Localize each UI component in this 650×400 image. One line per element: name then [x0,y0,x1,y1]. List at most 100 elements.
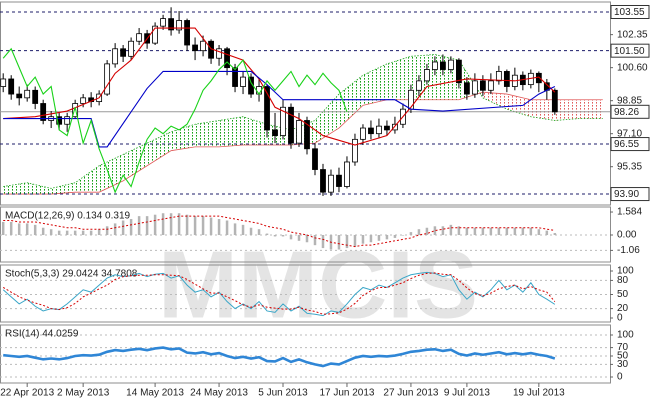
histogram-bar [49,229,53,236]
histogram-bar [361,235,365,244]
indicator-line [3,346,556,368]
histogram-bar [345,235,349,249]
watermark: MMCIS [158,231,478,338]
x-tick-label: 5 Jun 2013 [258,388,308,399]
indicator-line [2,272,556,315]
histogram-bar [553,233,557,236]
cloud-segment [171,124,196,151]
candle-body [344,161,350,187]
candle-body [64,116,71,125]
candle-body [352,138,358,163]
candle-body [503,71,510,87]
candle-body [416,80,422,91]
y-tick-label: 1.584 [617,207,642,218]
candle-body [320,169,326,193]
histogram-bar [465,227,469,236]
histogram-bar [505,227,509,236]
candle-body [0,78,7,87]
candle-body [280,106,286,136]
candle-body [384,125,390,131]
candle-body [376,125,382,135]
candle-body [184,20,190,46]
candle-body [56,116,63,125]
candle-body [40,103,47,121]
histogram-bar [233,223,237,236]
level-label: 101.50 [614,46,645,57]
price-indicator-line [3,70,556,148]
histogram-bar [353,235,357,247]
y-tick-label: 100 [617,330,634,341]
histogram-bar [217,219,221,236]
cloud-segment [362,63,387,106]
y-tick-label: 50 [617,289,629,300]
histogram-bar [369,235,373,243]
histogram-bar [281,235,285,237]
cloud-segment [386,56,411,100]
candle-body [328,174,334,193]
candle-body [272,129,278,136]
current-price-label: 98.26 [614,107,639,118]
histogram-bar [225,220,229,236]
histogram-bar [81,230,85,236]
panel-frame [0,1,611,206]
candle-body [360,127,366,140]
histogram-bar [393,235,397,238]
y-tick-label: 98.85 [617,95,642,106]
candle-body [176,20,182,31]
histogram-bar [513,227,517,236]
histogram-bar [153,214,157,236]
candle-body [16,93,23,99]
panel-title: MACD(12,26,9) 0.134 0.319 [5,211,131,222]
candle-body [487,80,494,91]
candle-body [312,148,318,170]
level-label: 93.90 [614,189,639,200]
y-tick-label: 80 [617,275,629,286]
candle-body [32,89,39,104]
y-tick-label: 97.10 [617,128,642,139]
panel-frame [0,264,611,323]
candle-body [104,63,111,95]
histogram-bar [25,223,29,236]
level-box [610,137,650,152]
y-tick-label: 0 [617,372,623,383]
histogram-bar [169,213,173,236]
candle-body [240,76,246,87]
y-tick-label: 95.35 [617,161,642,172]
x-tick-label: 24 May 2013 [190,388,248,399]
candle-body [440,61,446,70]
histogram-bar [129,219,133,236]
level-label: 96.55 [614,139,639,150]
histogram-bar [529,227,533,236]
histogram-bar [481,227,485,236]
histogram-bar [241,224,245,236]
histogram-bar [441,226,445,236]
x-tick-label: 22 Apr 2013 [0,388,54,399]
indicator-line [3,215,555,248]
x-tick-label: 14 May 2013 [126,388,184,399]
histogram-bar [409,232,413,236]
candle-body [152,25,158,44]
y-tick-label: 0.00 [617,230,637,241]
histogram-bar [545,230,549,236]
histogram-bar [17,223,21,236]
candle-body [471,80,478,95]
panel-title: Stoch(5,3,3) 29.0424 34.7808 [5,269,138,280]
histogram-bar [265,233,269,236]
x-tick-label: 9 Jul 2013 [444,388,491,399]
candle-body [304,120,310,150]
level-label: 103.55 [614,7,645,18]
histogram-bar [9,221,13,236]
histogram-bar [305,235,309,243]
cloud-segment [243,116,268,146]
x-tick-label: 17 Jun 2013 [319,388,374,399]
histogram-bar [177,213,181,236]
histogram-bar [33,224,37,236]
histogram-bar [161,213,165,236]
candle-body [200,40,206,52]
candle-body [216,48,222,59]
histogram-bar [97,229,101,236]
y-tick-label: 20 [617,303,629,314]
